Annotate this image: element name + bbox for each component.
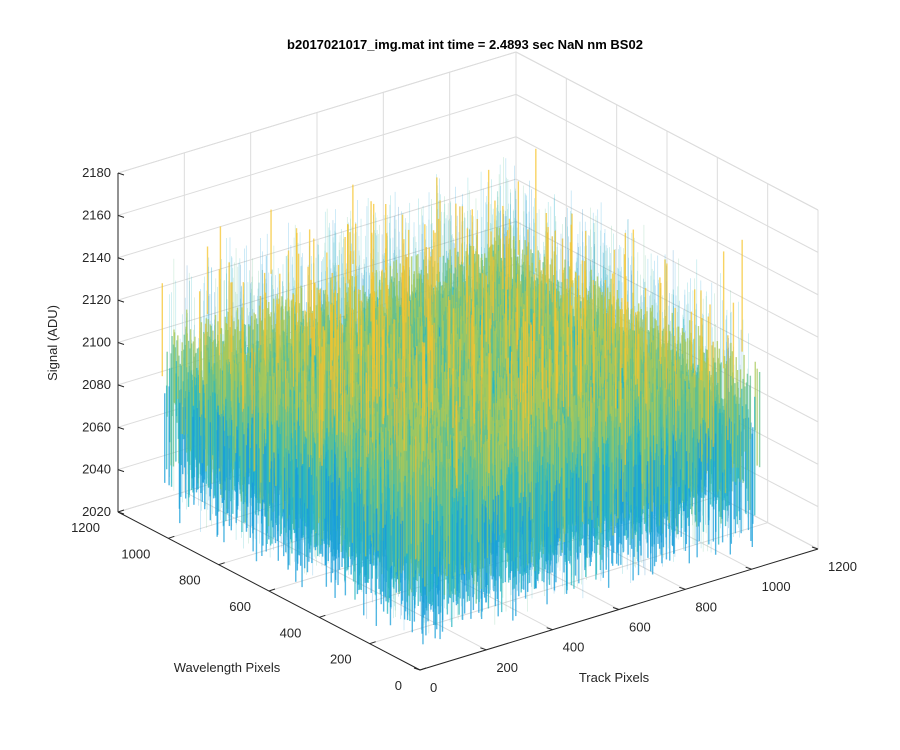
box-top-edge	[117, 51, 517, 174]
surface-body	[161, 148, 761, 645]
surface-plot	[161, 148, 761, 645]
back-wall-grid-z	[117, 136, 517, 259]
back-wall-grid-z	[117, 178, 517, 301]
side-wall-grid-z	[515, 136, 819, 296]
back-wall-grid-z	[117, 93, 517, 216]
box-top-edge	[515, 51, 819, 211]
side-wall-grid-z	[515, 93, 819, 253]
side-wall-grid-z	[515, 178, 819, 338]
back-wall-grid-z	[117, 221, 517, 343]
